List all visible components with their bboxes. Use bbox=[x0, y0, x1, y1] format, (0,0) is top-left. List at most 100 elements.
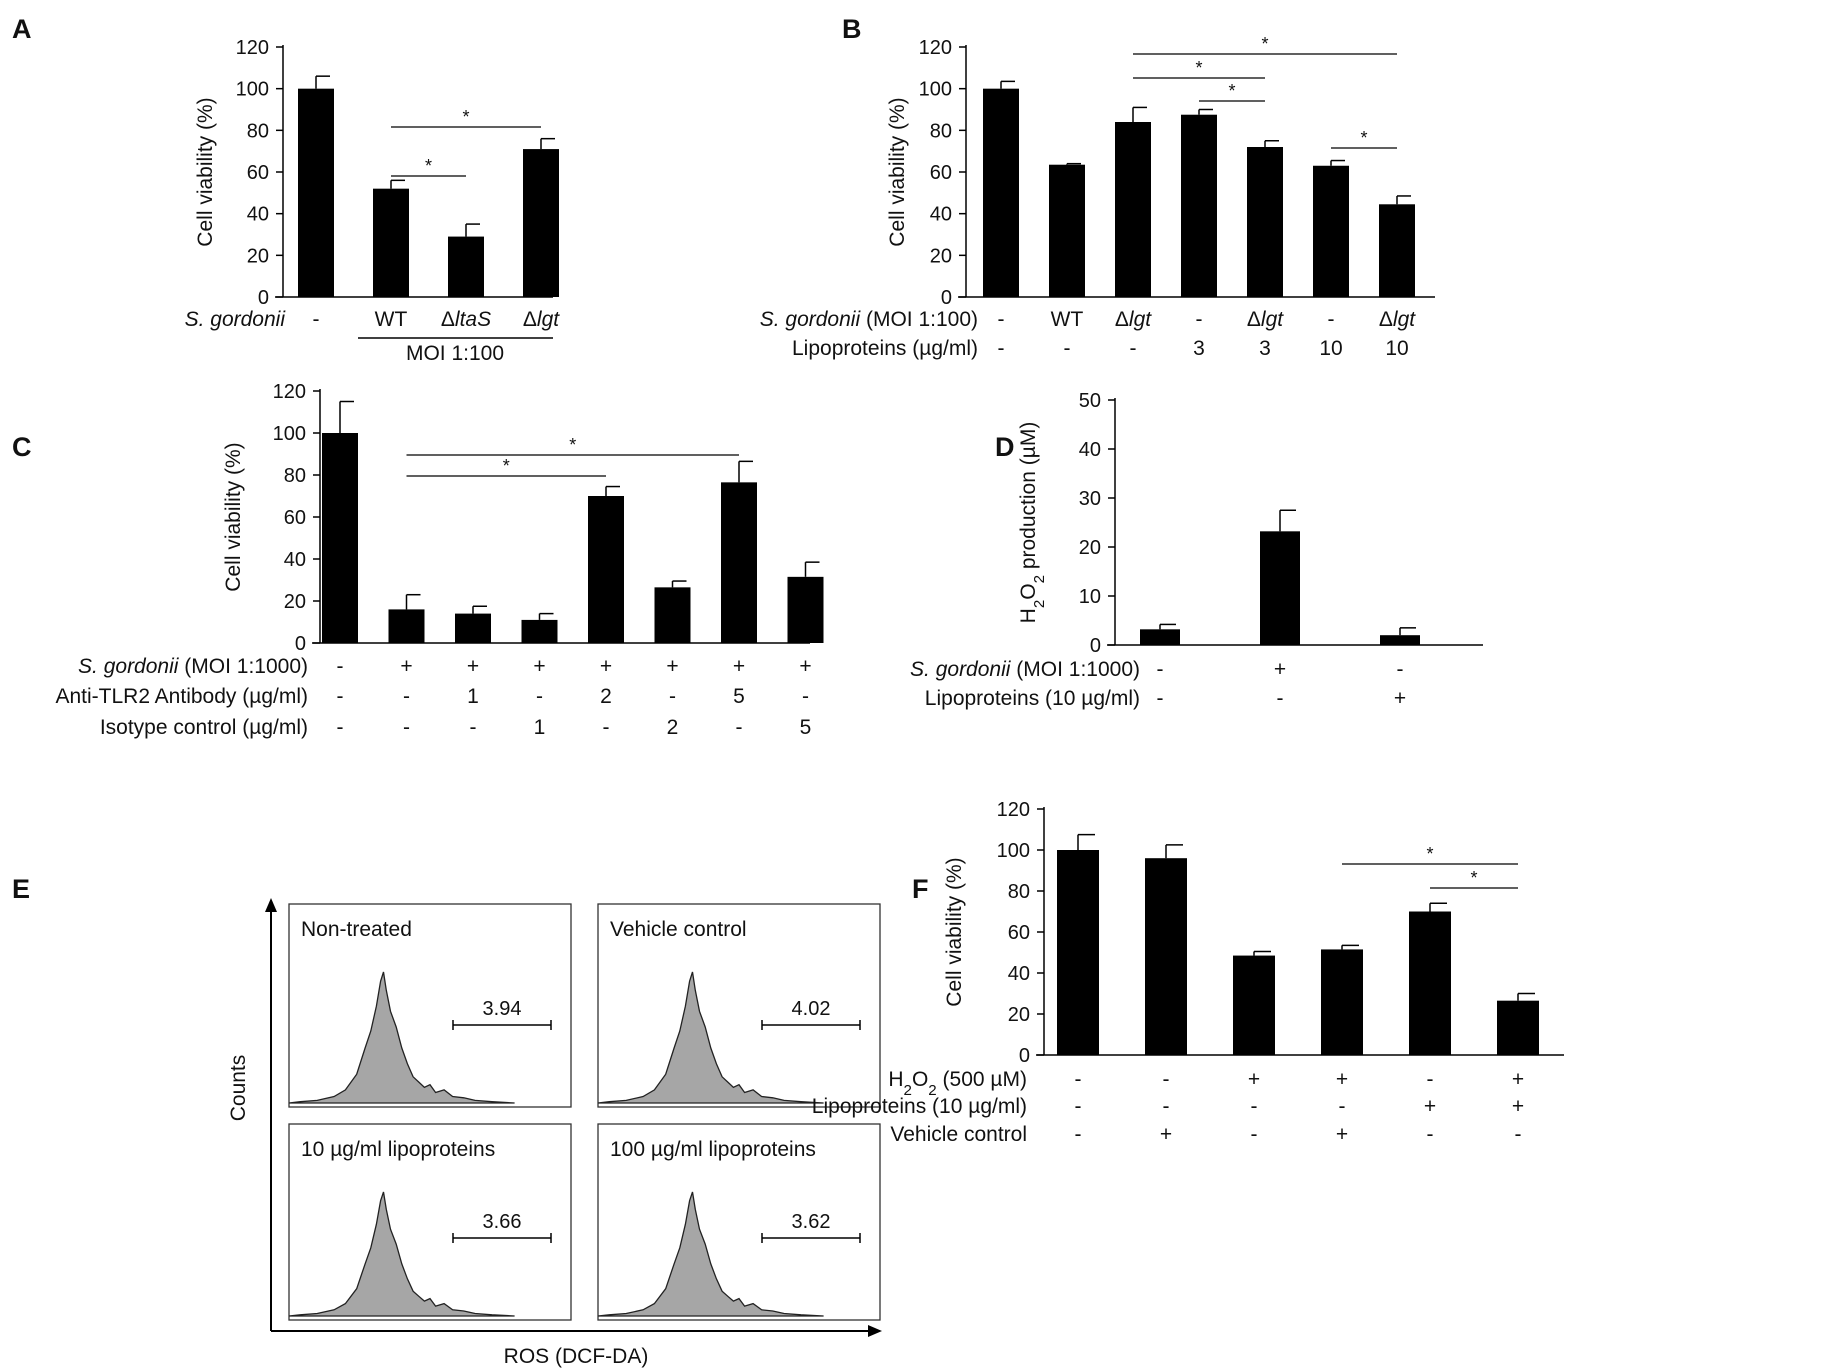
panel-f-y-tick-label: 80 bbox=[1008, 881, 1030, 903]
panel-c-row-label-3: Isotype control (µg/ml) bbox=[100, 716, 308, 739]
panel-f-row-2-cell-2: - bbox=[1163, 1095, 1170, 1118]
panel-b-row-2-cell-3: - bbox=[1130, 337, 1137, 360]
panel-f-y-axis-label: Cell viability (%) bbox=[943, 857, 966, 1006]
panel-c-bar-1 bbox=[322, 433, 358, 643]
panel-f-row-2-cell-3: - bbox=[1251, 1095, 1258, 1118]
panel-f-row-label-1: H2O2 (500 µM) bbox=[888, 1068, 1027, 1099]
panel-c-row-1-cell-3: + bbox=[467, 655, 479, 678]
panel-c-row-2-cell-7: 5 bbox=[733, 685, 745, 708]
panel-c-row-2-cell-4: - bbox=[536, 685, 543, 708]
panel-d-y-tick-label: 30 bbox=[1079, 488, 1101, 510]
chart-panel-c: 0 20 40 60 80 100 120 Cell viability (%) S. gord… bbox=[55, 381, 824, 739]
panel-d-row-2-cell-1: - bbox=[1157, 687, 1164, 710]
panel-e-subplot-frame-2 bbox=[597, 903, 881, 1108]
panel-a-y-tick-label: 60 bbox=[247, 162, 269, 184]
panel-b-row-1-cell-2: WT bbox=[1051, 308, 1084, 331]
panel-d-row-label-1: S. gordonii (MOI 1:1000) bbox=[910, 658, 1140, 681]
panel-c-row-2-cell-5: 2 bbox=[600, 685, 612, 708]
panel-f-row-1-cell-3: + bbox=[1248, 1068, 1260, 1091]
panel-f-row-3-cell-5: - bbox=[1427, 1123, 1434, 1146]
panel-f-row-3-cell-2: + bbox=[1160, 1123, 1172, 1146]
panel-e-gate-value-4: 3.62 bbox=[792, 1211, 831, 1233]
panel-b-y-tick-label: 0 bbox=[941, 287, 952, 309]
panel-b-row-label-1: S. gordonii (MOI 1:100) bbox=[760, 308, 978, 331]
panel-d-y-axis-label: H2O2 production (µM) bbox=[1017, 422, 1048, 624]
panel-d-row-1-cell-1: - bbox=[1157, 658, 1164, 681]
panel-b-row-1-cell-4: - bbox=[1196, 308, 1203, 331]
panel-e-gate-value-2: 4.02 bbox=[792, 998, 831, 1020]
panel-c-sig-star-2: * bbox=[503, 456, 510, 476]
panel-b-bar-1 bbox=[983, 88, 1019, 298]
panel-label-f: F bbox=[912, 874, 929, 904]
panel-a-row-1-cell-1: - bbox=[313, 308, 320, 331]
panel-a-group-label: MOI 1:100 bbox=[406, 342, 504, 365]
panel-e-y-arrow bbox=[265, 898, 277, 912]
panel-a-bar-4 bbox=[523, 149, 559, 297]
panel-c-row-1-cell-6: + bbox=[666, 655, 678, 678]
panel-e-subplot-frame-1 bbox=[288, 903, 572, 1108]
panel-c-row-1-cell-1: - bbox=[337, 655, 344, 678]
chart-panel-b: 0 20 40 60 80 100 120 Cell viability (%) S. gord… bbox=[760, 34, 1435, 360]
panel-e-histogram-1 bbox=[288, 971, 515, 1104]
panel-d-bar-1 bbox=[1140, 629, 1180, 645]
panel-c-row-3-cell-4: 1 bbox=[534, 716, 546, 739]
panel-b-row-2-cell-2: - bbox=[1064, 337, 1071, 360]
panel-d-y-tick-label: 50 bbox=[1079, 390, 1101, 412]
panel-f-y-tick-label: 100 bbox=[997, 840, 1030, 862]
panel-label-e: E bbox=[12, 874, 30, 904]
panel-b-row-1-cell-3: Δlgt bbox=[1115, 308, 1152, 331]
panel-c-row-1-cell-4: + bbox=[533, 655, 545, 678]
panel-c-bar-7 bbox=[721, 482, 757, 643]
panel-b-row-1-cell-5: Δlgt bbox=[1247, 308, 1284, 331]
panel-c-row-1-cell-5: + bbox=[600, 655, 612, 678]
panel-c-row-label-1: S. gordonii (MOI 1:1000) bbox=[78, 655, 308, 678]
panel-b-y-tick-label: 120 bbox=[919, 37, 952, 59]
panel-c-bar-4 bbox=[521, 619, 558, 643]
panel-b-bar-3 bbox=[1115, 122, 1151, 297]
panel-f-row-1-cell-4: + bbox=[1336, 1068, 1348, 1091]
panel-c-row-3-cell-8: 5 bbox=[800, 716, 812, 739]
panel-c-bar-2 bbox=[388, 609, 425, 643]
panel-b-bar-6 bbox=[1313, 165, 1349, 297]
panel-c-row-2-cell-3: 1 bbox=[467, 685, 479, 708]
panel-f-bar-4 bbox=[1321, 949, 1363, 1055]
panel-b-row-1-cell-7: Δlgt bbox=[1379, 308, 1416, 331]
panel-b-row-2-cell-5: 3 bbox=[1259, 337, 1271, 360]
panel-f-bar-3 bbox=[1233, 955, 1275, 1055]
panel-f-row-label-2: Lipoproteins (10 µg/ml) bbox=[812, 1095, 1027, 1118]
panel-a-bar-1 bbox=[298, 88, 334, 298]
panel-b-sig-star-2: * bbox=[1195, 58, 1202, 78]
panel-e-histogram-2 bbox=[597, 971, 824, 1104]
panel-c-sig-star-1: * bbox=[569, 435, 576, 455]
panel-c-y-axis-label: Cell viability (%) bbox=[222, 442, 245, 591]
panel-f-row-3-cell-3: - bbox=[1251, 1123, 1258, 1146]
panel-a-y-tick-label: 0 bbox=[258, 287, 269, 309]
panel-c-row-2-cell-8: - bbox=[802, 685, 809, 708]
panel-a-bar-3 bbox=[448, 236, 484, 297]
panel-b-row-1-cell-1: - bbox=[998, 308, 1005, 331]
panel-a-y-tick-label: 20 bbox=[247, 245, 269, 267]
panel-f-row-1-cell-1: - bbox=[1075, 1068, 1082, 1091]
panel-f-bar-1 bbox=[1057, 850, 1099, 1055]
panel-c-row-2-cell-1: - bbox=[337, 685, 344, 708]
panel-c-y-tick-label: 20 bbox=[284, 591, 306, 613]
panel-f-bar-6 bbox=[1497, 1000, 1539, 1055]
panel-f-row-1-cell-5: - bbox=[1427, 1068, 1434, 1091]
panel-a-row-1-cell-3: ΔltaS bbox=[441, 308, 491, 331]
panel-d-row-2-cell-3: + bbox=[1394, 687, 1406, 710]
panel-a-sig-star-2: * bbox=[462, 107, 469, 127]
panel-c-row-1-cell-2: + bbox=[400, 655, 412, 678]
panel-f-y-tick-label: 20 bbox=[1008, 1004, 1030, 1026]
panel-c-row-3-cell-5: - bbox=[603, 716, 610, 739]
panel-a-y-tick-label: 120 bbox=[236, 37, 269, 59]
panel-f-row-2-cell-5: + bbox=[1424, 1095, 1436, 1118]
panel-f-y-tick-label: 60 bbox=[1008, 922, 1030, 944]
panel-f-bar-5 bbox=[1409, 911, 1451, 1055]
chart-panel-e: ROS (DCF-DA) Counts Non-treated 3.94 Vehicle… bbox=[227, 898, 882, 1368]
chart-panel-d: 0 10 20 30 40 50 H2O2 production (µM) S. gordon… bbox=[910, 390, 1483, 710]
panel-a-row-1-cell-2: WT bbox=[375, 308, 408, 331]
panel-d-row-1-cell-3: - bbox=[1397, 658, 1404, 681]
panel-b-row-2-cell-1: - bbox=[998, 337, 1005, 360]
panel-label-d: D bbox=[995, 432, 1015, 462]
